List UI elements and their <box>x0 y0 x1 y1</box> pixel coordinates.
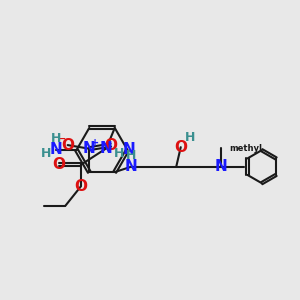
Text: N: N <box>125 159 138 174</box>
Text: O: O <box>53 157 66 172</box>
Text: N: N <box>83 141 96 156</box>
Text: methyl: methyl <box>230 144 263 153</box>
Text: O: O <box>104 138 117 153</box>
Text: O: O <box>74 179 87 194</box>
Text: H: H <box>51 132 61 145</box>
Text: H: H <box>126 149 136 162</box>
Text: H: H <box>114 147 124 160</box>
Text: N: N <box>123 142 135 158</box>
Text: O: O <box>61 138 74 153</box>
Text: −: − <box>56 134 66 143</box>
Text: N: N <box>50 142 62 158</box>
Text: H: H <box>40 147 51 160</box>
Text: N: N <box>215 159 228 174</box>
Text: H: H <box>185 131 196 144</box>
Text: +: + <box>91 138 99 148</box>
Text: N: N <box>100 141 113 156</box>
Text: O: O <box>174 140 187 155</box>
